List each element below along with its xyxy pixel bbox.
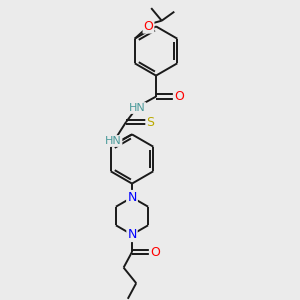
- Text: O: O: [174, 90, 184, 103]
- Text: HN: HN: [105, 136, 122, 146]
- Text: O: O: [150, 245, 160, 259]
- Text: N: N: [127, 228, 137, 241]
- Text: HN: HN: [129, 103, 146, 113]
- Text: N: N: [127, 191, 137, 204]
- Text: S: S: [146, 116, 154, 129]
- Text: O: O: [144, 20, 153, 33]
- Text: N: N: [127, 193, 137, 206]
